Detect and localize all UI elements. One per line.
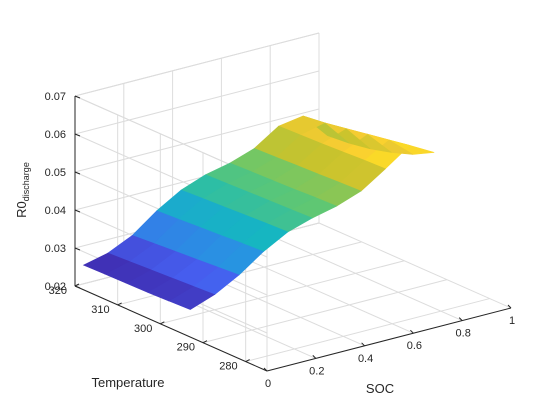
z-tick-label: 0.06 (45, 129, 66, 141)
box-top-edge (74, 32, 320, 97)
floor-grid-line-y (160, 260, 405, 325)
z-tick-label: 0.02 (45, 281, 66, 293)
z-axis-label-main: R0 (14, 201, 29, 218)
y-tick-mark (202, 340, 208, 344)
z-tick-label: 0.03 (45, 243, 66, 255)
floor-grid-line-y (245, 298, 490, 363)
axes (74, 95, 512, 372)
z-tick-mark (74, 133, 81, 137)
x-axis-line (266, 307, 512, 372)
z-tick-mark (74, 247, 81, 251)
z-axis-label-sub: discharge (21, 162, 31, 201)
floor-grid-line-y (202, 279, 448, 344)
z-tick-mark (74, 171, 81, 175)
x-tick-mark (410, 329, 414, 334)
z-axis-label: R0discharge (14, 162, 31, 218)
z-tick-mark (74, 285, 81, 289)
floor-grid-line-x (318, 222, 512, 309)
x-tick-label: 1 (509, 315, 515, 327)
x-tick-mark (361, 342, 365, 347)
y-tick-label: 300 (134, 323, 152, 335)
x-tick-mark (458, 317, 463, 321)
z-tick-label: 0.04 (45, 205, 66, 217)
z-tick-label: 0.05 (45, 167, 66, 179)
y-tick-label: 310 (91, 304, 109, 316)
y-tick-mark (74, 283, 80, 287)
y-axis-line (74, 285, 268, 372)
z-tick-label: 0.07 (45, 91, 66, 103)
y-tick-mark (117, 302, 122, 306)
surface (82, 115, 435, 310)
y-tick-mark (160, 321, 165, 325)
y-axis-label: Temperature (92, 375, 165, 390)
x-tick-mark (263, 367, 268, 372)
x-tick-label: 0 (265, 378, 271, 390)
y-tick-label: 290 (177, 342, 195, 354)
y-tick-mark (245, 359, 250, 363)
y-tick-label: 280 (219, 361, 237, 373)
z-tick-mark (74, 209, 81, 213)
surface-patch (82, 252, 131, 275)
x-tick-mark (507, 304, 512, 309)
y-tick-label: 320 (49, 285, 67, 297)
x-tick-mark (312, 355, 317, 359)
floor-grid-line-x (269, 235, 463, 322)
x-tick-label: 0.2 (309, 365, 324, 377)
x-tick-label: 0.8 (456, 328, 471, 340)
back-grid-line-z (74, 70, 320, 135)
z-tick-mark (74, 95, 81, 99)
x-axis-label: SOC (366, 381, 394, 396)
x-tick-label: 0.4 (358, 353, 373, 365)
floor-grid-line-x (221, 247, 414, 334)
back-grid-line-z (74, 108, 320, 173)
x-tick-label: 0.6 (407, 340, 422, 352)
